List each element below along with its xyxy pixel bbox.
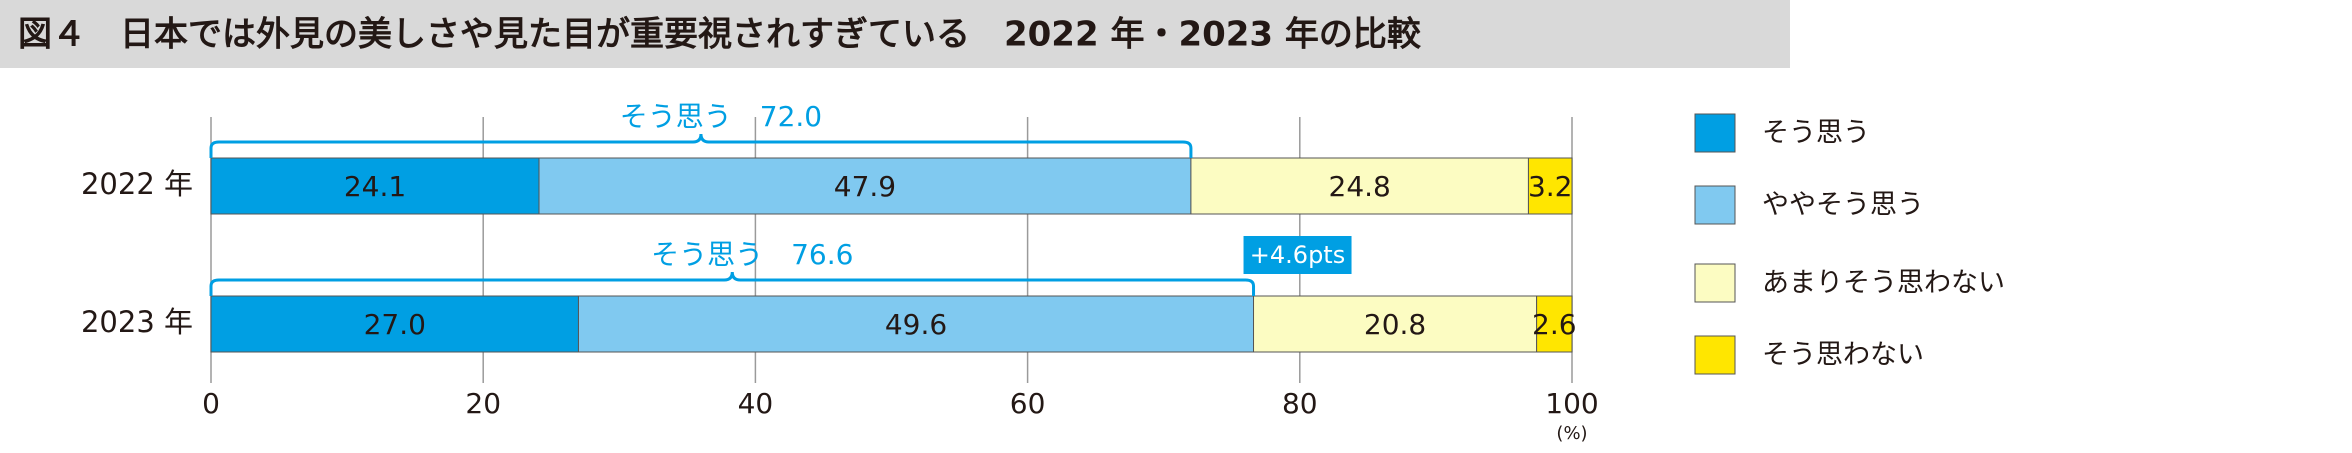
bar-segment: [1536, 295, 1573, 353]
value-label: 27.0: [364, 308, 426, 341]
value-label: 49.6: [885, 308, 947, 341]
x-tick-label: 20: [465, 387, 501, 420]
legend-swatch: [1694, 113, 1736, 153]
bracket: [209, 133, 1193, 158]
legend-label: あまりそう思わない: [1762, 268, 2005, 299]
y-tick-label: 2023 年: [81, 305, 193, 339]
bar-segment: [1253, 295, 1538, 353]
value-label: 24.8: [1329, 170, 1391, 203]
legend-swatch: [1694, 335, 1736, 375]
bracket-label: そう思う 72.0: [620, 100, 822, 133]
x-tick-label: 80: [1282, 387, 1318, 420]
chart-title: 図４ 日本では外見の美しさや見た目が重要視されすぎている 2022 年・2023…: [18, 15, 1422, 55]
change-label: +4.6pts: [1250, 241, 1345, 269]
value-label: 2.6: [1532, 308, 1577, 341]
legend-label: そう思う: [1762, 118, 1870, 149]
value-label: 47.9: [834, 170, 896, 203]
change-badge: [1243, 236, 1352, 274]
bar-segment: [210, 295, 579, 353]
value-label: 3.2: [1528, 170, 1573, 203]
legend-label: ややそう思う: [1762, 190, 1924, 221]
x-tick-label: 60: [1010, 387, 1046, 420]
legend-swatch: [1694, 263, 1736, 303]
bracket-label: そう思う 76.6: [651, 238, 853, 271]
legend-swatch: [1694, 185, 1736, 225]
bar-segment: [1190, 157, 1529, 215]
x-tick-label: 40: [738, 387, 774, 420]
y-tick-label: 2022 年: [81, 167, 193, 201]
x-tick-label: 100: [1545, 387, 1598, 420]
bar-segment: [538, 157, 1192, 215]
value-label: 24.1: [344, 170, 406, 203]
x-tick-label: 0: [202, 387, 220, 420]
legend-label: そう思わない: [1762, 340, 1924, 371]
bar-segment: [1527, 157, 1573, 215]
x-unit: (%): [1556, 423, 1587, 444]
bracket: [209, 271, 1256, 296]
bar-segment: [577, 295, 1255, 353]
title-band: [0, 0, 1790, 68]
value-label: 20.8: [1364, 308, 1426, 341]
